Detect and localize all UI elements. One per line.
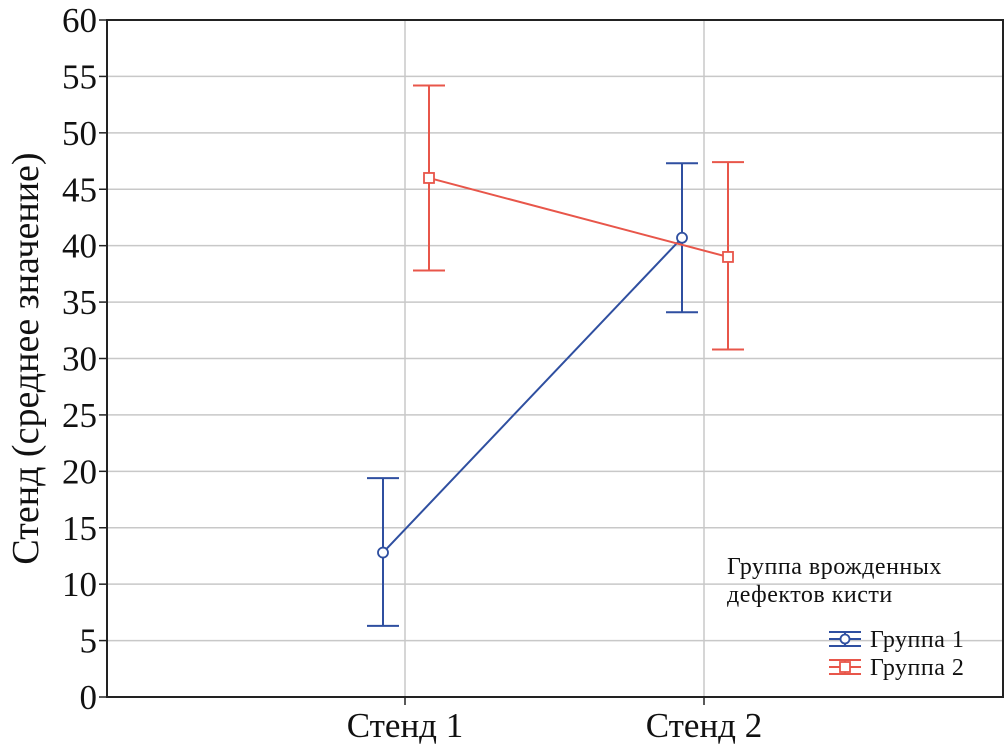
legend-entry-1: Группа 1	[829, 627, 964, 653]
legend-title-line-2: дефектов кисти	[727, 582, 893, 608]
x-axis-ticks: Стенд 1 Стенд 2	[347, 697, 763, 745]
y-tick-label: 35	[62, 283, 97, 322]
y-tick-label: 60	[62, 1, 97, 40]
series-2	[413, 84, 744, 351]
series-line	[382, 237, 683, 554]
y-tick-label: 0	[80, 678, 98, 717]
grid	[107, 20, 1004, 697]
y-tick-label: 25	[62, 396, 97, 435]
data-point	[676, 231, 688, 244]
y-tick-label: 40	[62, 227, 97, 266]
legend-title-line-1: Группа врожденных	[727, 554, 942, 580]
legend: Группа врожденных дефектов кисти Группа …	[727, 554, 964, 681]
legend-entry-2: Группа 2	[829, 655, 964, 681]
y-tick-label: 50	[62, 114, 97, 153]
legend-label: Группа 1	[870, 627, 964, 653]
series-line	[428, 176, 729, 258]
y-axis-ticks: 0 5 10 15 20 25 30 35 40 45 50 55 60	[62, 1, 107, 717]
legend-marker	[839, 633, 851, 645]
data-point	[377, 546, 389, 559]
data-point	[423, 172, 435, 184]
y-tick-label: 30	[62, 340, 97, 379]
y-tick-label: 10	[62, 565, 97, 604]
x-tick-label: Стенд 2	[646, 706, 763, 745]
x-tick-label: Стенд 1	[347, 706, 464, 745]
series-layer	[367, 84, 744, 627]
y-tick-label: 45	[62, 170, 97, 209]
y-axis-title: Стенд (среднее значение)	[5, 152, 47, 564]
y-tick-label: 15	[62, 509, 97, 548]
legend-label: Группа 2	[870, 655, 964, 681]
data-point	[722, 251, 734, 263]
legend-marker	[839, 661, 851, 673]
series-1	[367, 162, 698, 627]
y-tick-label: 5	[80, 622, 98, 661]
y-tick-label: 20	[62, 452, 97, 491]
y-tick-label: 55	[62, 57, 97, 96]
